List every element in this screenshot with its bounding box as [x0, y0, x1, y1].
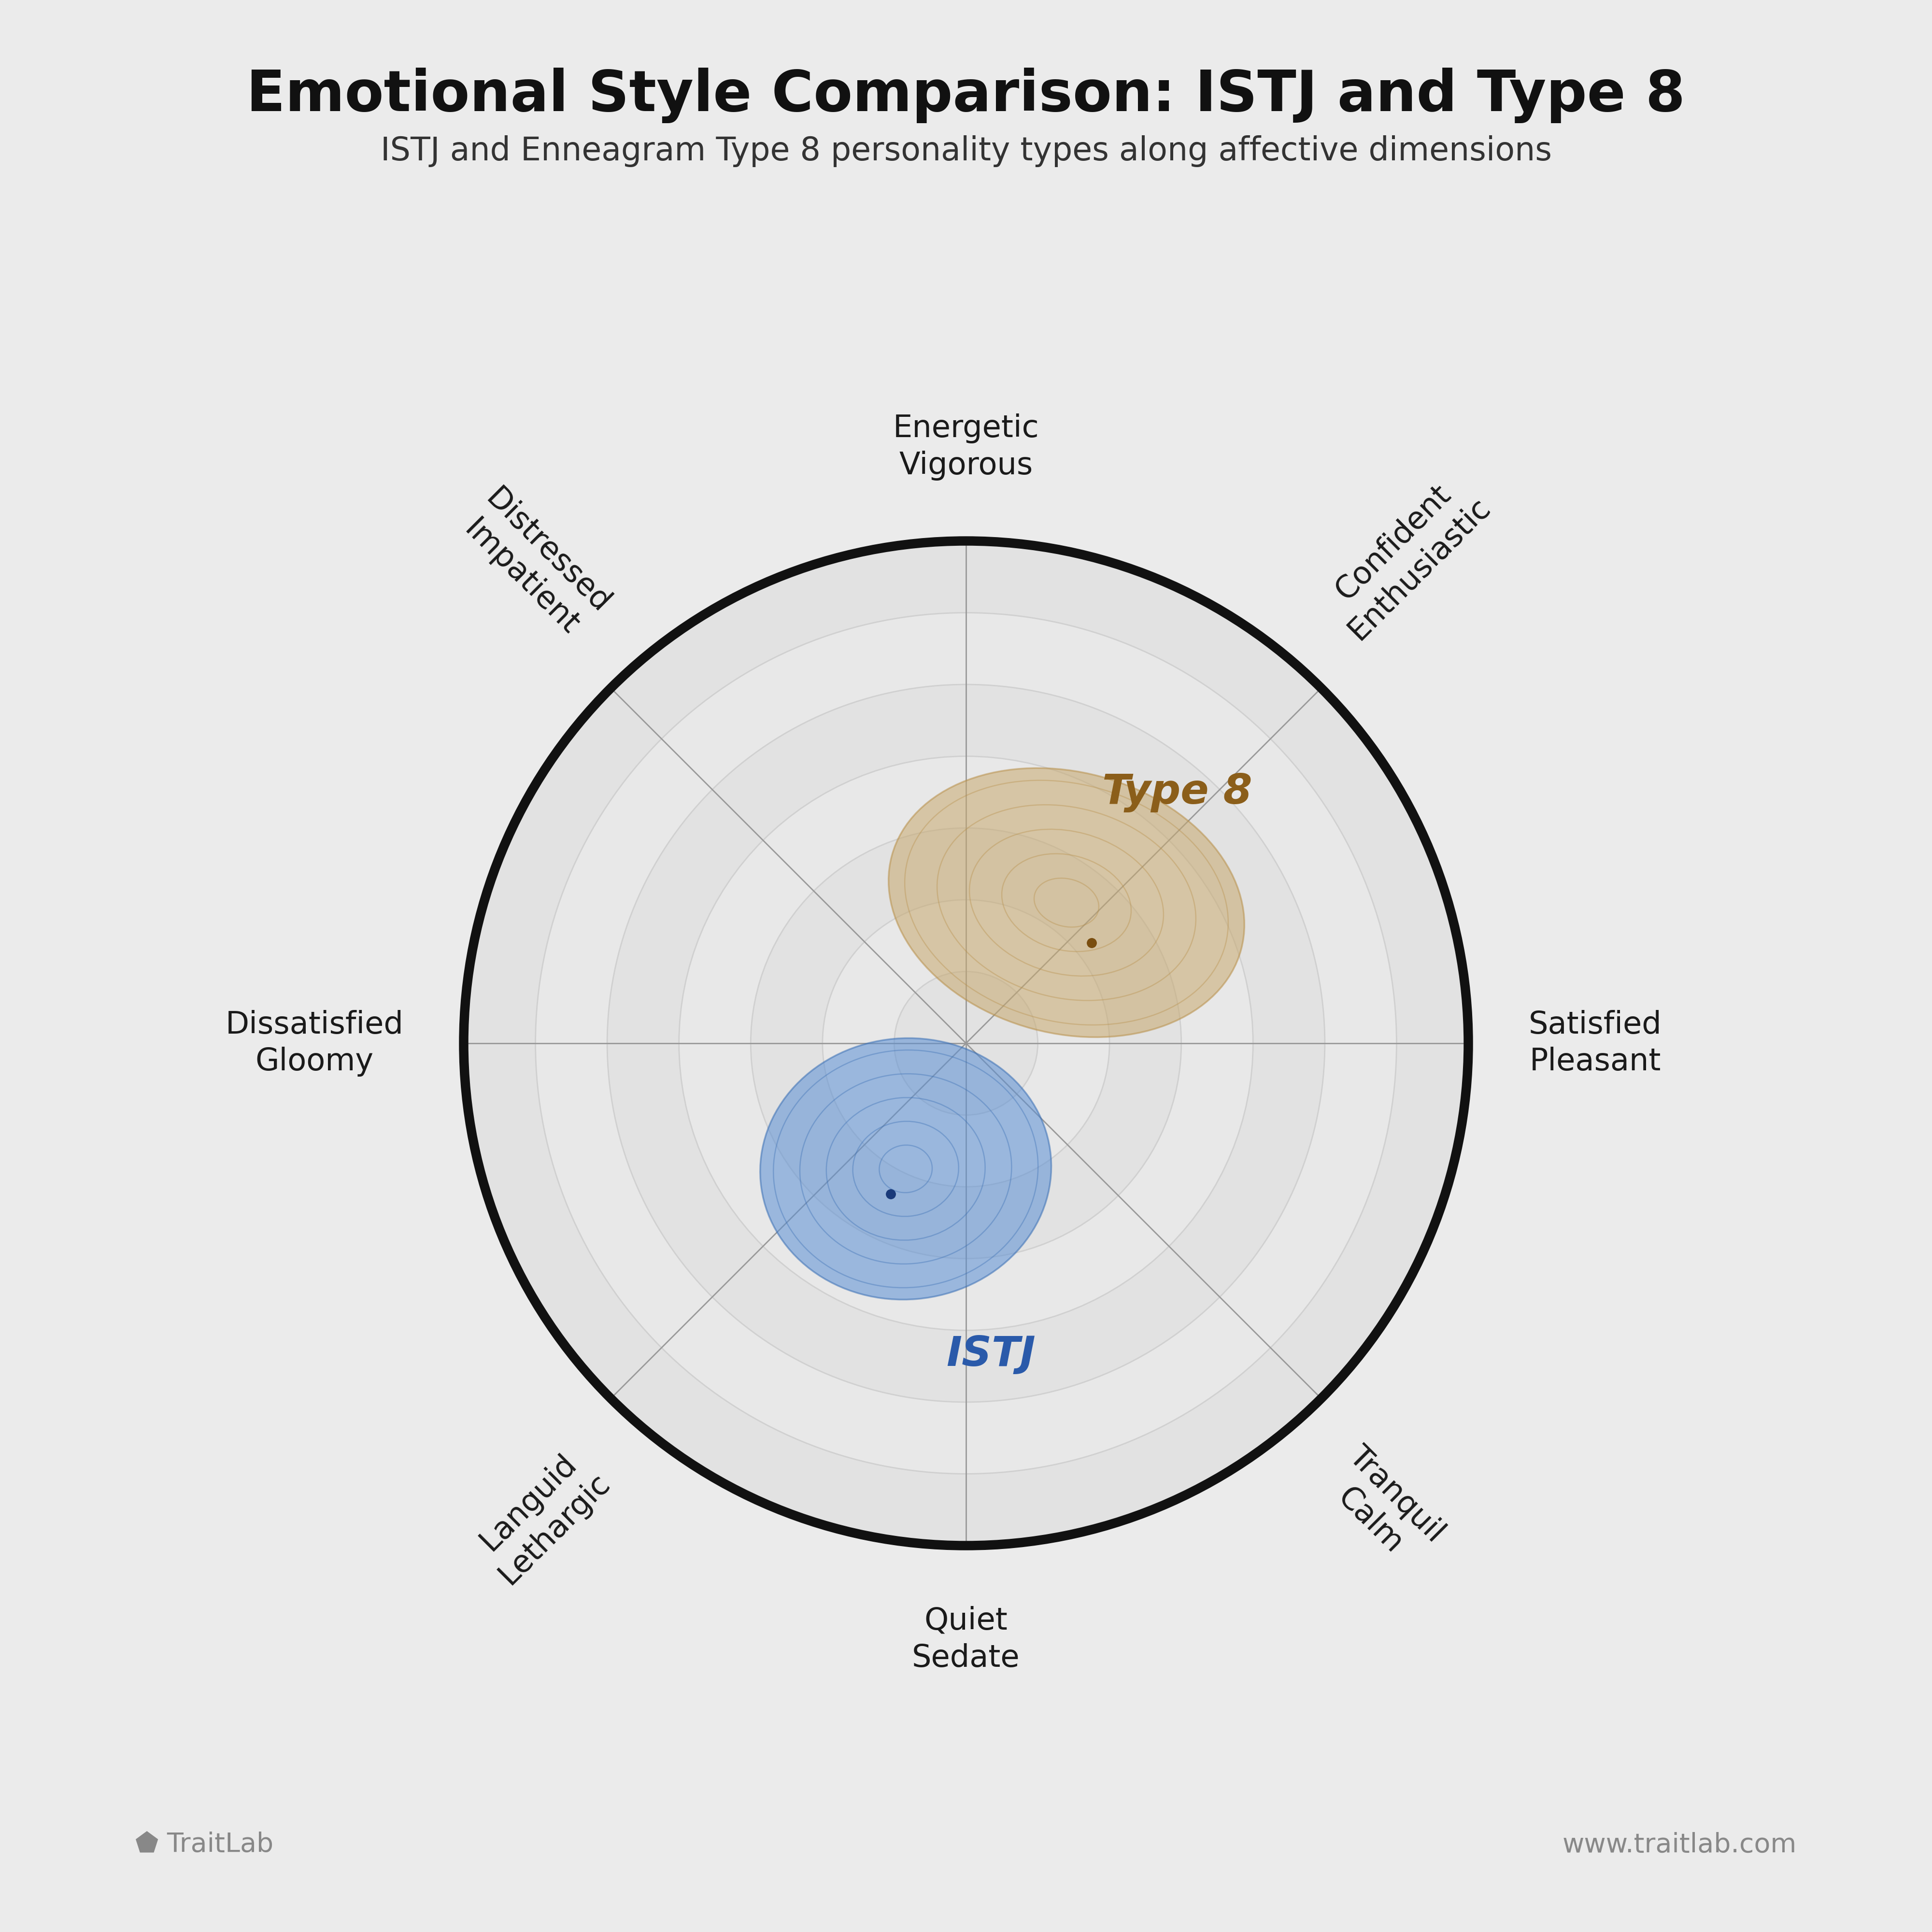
Text: ⬟ TraitLab: ⬟ TraitLab	[135, 1832, 274, 1859]
Text: ISTJ and Enneagram Type 8 personality types along affective dimensions: ISTJ and Enneagram Type 8 personality ty…	[381, 135, 1551, 168]
Text: www.traitlab.com: www.traitlab.com	[1563, 1832, 1797, 1859]
Circle shape	[535, 612, 1397, 1474]
Text: Satisfied
Pleasant: Satisfied Pleasant	[1528, 1010, 1662, 1076]
Text: ISTJ: ISTJ	[947, 1335, 1036, 1376]
Text: Dissatisfied
Gloomy: Dissatisfied Gloomy	[226, 1010, 404, 1076]
Text: Type 8: Type 8	[1101, 773, 1252, 811]
Text: Distressed
Impatient: Distressed Impatient	[454, 483, 616, 645]
Ellipse shape	[889, 769, 1244, 1037]
Circle shape	[752, 829, 1180, 1258]
Circle shape	[895, 972, 1037, 1115]
Circle shape	[464, 541, 1468, 1546]
Circle shape	[678, 755, 1254, 1331]
Text: Tranquil
Calm: Tranquil Calm	[1316, 1441, 1449, 1575]
Text: Energetic
Vigorous: Energetic Vigorous	[893, 413, 1039, 481]
Text: Quiet
Sedate: Quiet Sedate	[912, 1605, 1020, 1673]
Circle shape	[464, 541, 1468, 1546]
Circle shape	[823, 900, 1109, 1186]
Circle shape	[607, 684, 1325, 1403]
Text: Languid
Lethargic: Languid Lethargic	[468, 1441, 616, 1590]
Text: Emotional Style Comparison: ISTJ and Type 8: Emotional Style Comparison: ISTJ and Typ…	[247, 68, 1685, 124]
Ellipse shape	[759, 1037, 1051, 1300]
Text: Confident
Enthusiastic: Confident Enthusiastic	[1316, 466, 1495, 645]
